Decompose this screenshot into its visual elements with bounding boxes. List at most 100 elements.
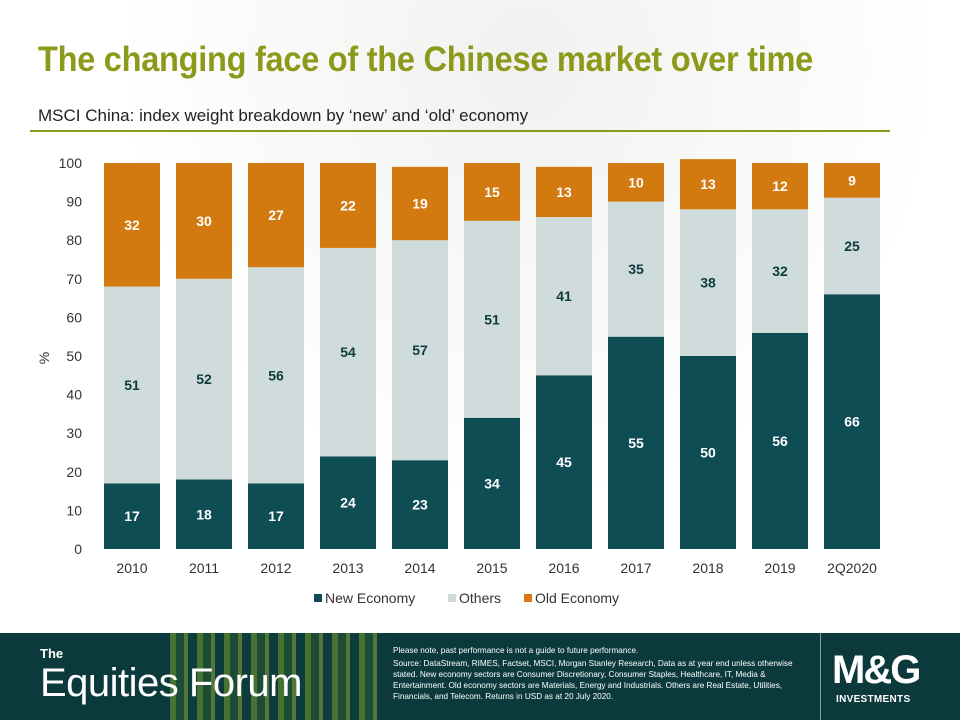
page-title: The changing face of the Chinese market …	[38, 40, 813, 79]
data-label: 56	[268, 367, 284, 383]
footer-divider	[820, 633, 821, 720]
y-axis-label: %	[36, 352, 52, 364]
data-label: 23	[412, 497, 428, 513]
legend-swatch	[448, 594, 456, 602]
y-tick-label: 100	[59, 155, 83, 171]
bar-segment	[752, 163, 808, 210]
data-label: 22	[340, 197, 356, 213]
data-label: 34	[484, 475, 500, 491]
bar-segment	[824, 197, 880, 295]
x-tick-label: 2010	[116, 560, 147, 576]
y-tick-label: 30	[66, 425, 82, 441]
legend-label: Old Economy	[535, 590, 619, 606]
bar-segment	[824, 163, 880, 198]
bar-segment	[248, 163, 304, 268]
subtitle-divider	[30, 130, 890, 132]
bar-segment	[320, 247, 376, 457]
bar-segment	[680, 209, 736, 356]
bar-segment	[104, 286, 160, 484]
data-label: 17	[268, 508, 284, 524]
chart-subtitle: MSCI China: index weight breakdown by ‘n…	[38, 106, 529, 125]
stacked-bar-chart: 0 10 20 30 40 50 60 70 80 90 100% 17 51 32 2010 18 52 30 2…	[36, 155, 880, 606]
y-tick-label: 70	[66, 271, 82, 287]
data-label: 41	[556, 288, 572, 304]
legend-label: Others	[459, 590, 501, 606]
x-tick-label: 2012	[260, 560, 291, 576]
bar-segment	[824, 294, 880, 549]
bar-segment	[104, 483, 160, 549]
data-label: 25	[844, 238, 860, 254]
bar-segment	[320, 456, 376, 549]
bar-segment	[464, 417, 520, 549]
data-label: 57	[412, 342, 428, 358]
y-tick-label: 60	[66, 309, 82, 325]
data-label: 54	[340, 344, 356, 360]
y-tick-label: 90	[66, 194, 82, 210]
x-tick-label: 2015	[476, 560, 507, 576]
bar-segment	[680, 159, 736, 210]
data-label: 51	[124, 377, 140, 393]
x-tick-label: 2Q2020	[827, 560, 877, 576]
data-label: 12	[772, 178, 788, 194]
data-label: 9	[848, 172, 856, 188]
disclaimer-performance: Please note, past performance is not a g…	[393, 646, 639, 655]
bar-segment	[176, 163, 232, 279]
x-tick-label: 2016	[548, 560, 579, 576]
data-label: 30	[196, 213, 212, 229]
legend-swatch	[314, 594, 322, 602]
data-label: 17	[124, 508, 140, 524]
data-label: 18	[196, 506, 212, 522]
brand-the: The	[40, 646, 64, 661]
data-label: 52	[196, 371, 212, 387]
brand-equities-forum: Equities Forum	[40, 661, 302, 705]
mg-logo: M&G	[832, 648, 921, 692]
bar-segment	[680, 356, 736, 549]
data-label: 13	[700, 176, 716, 192]
bar-segment	[752, 209, 808, 333]
x-tick-label: 2019	[764, 560, 795, 576]
data-label: 32	[772, 263, 788, 279]
bar-segment	[536, 166, 592, 218]
footer-bar	[0, 633, 960, 720]
bar-segment	[392, 460, 448, 549]
bar-segment	[176, 278, 232, 480]
bar-segment	[752, 332, 808, 549]
x-tick-label: 2017	[620, 560, 651, 576]
data-label: 56	[772, 433, 788, 449]
bar-segment	[608, 336, 664, 549]
y-tick-label: 0	[74, 541, 82, 557]
data-label: 35	[628, 261, 644, 277]
bar-segment	[464, 220, 520, 418]
bar-segment	[392, 166, 448, 241]
mg-logo-subtext: INVESTMENTS	[836, 694, 911, 705]
data-label: 66	[844, 414, 860, 430]
legend-swatch	[524, 594, 532, 602]
y-tick-label: 80	[66, 232, 82, 248]
y-tick-label: 20	[66, 464, 82, 480]
legend-label: New Economy	[325, 590, 415, 606]
bar-segment	[320, 163, 376, 248]
bar-segment	[608, 201, 664, 337]
x-tick-label: 2011	[189, 560, 219, 576]
y-tick-label: 40	[66, 387, 82, 403]
data-label: 19	[412, 196, 428, 212]
bar-segment	[464, 163, 520, 221]
data-label: 45	[556, 454, 572, 470]
y-tick-label: 50	[66, 348, 82, 364]
data-label: 38	[700, 275, 716, 291]
bar-segment	[248, 483, 304, 549]
data-label: 55	[628, 435, 644, 451]
bar-segment	[248, 267, 304, 484]
bar-segment	[392, 240, 448, 461]
x-tick-label: 2013	[332, 560, 363, 576]
data-label: 50	[700, 445, 716, 461]
data-label: 24	[340, 495, 356, 511]
bar-segment	[176, 479, 232, 549]
bar-segment	[536, 375, 592, 549]
bar-segment	[104, 163, 160, 287]
x-tick-label: 2014	[404, 560, 435, 576]
data-label: 15	[484, 184, 500, 200]
y-tick-label: 10	[66, 502, 82, 518]
x-tick-label: 2018	[692, 560, 723, 576]
disclaimer: Please note, past performance is not a g…	[393, 645, 803, 704]
